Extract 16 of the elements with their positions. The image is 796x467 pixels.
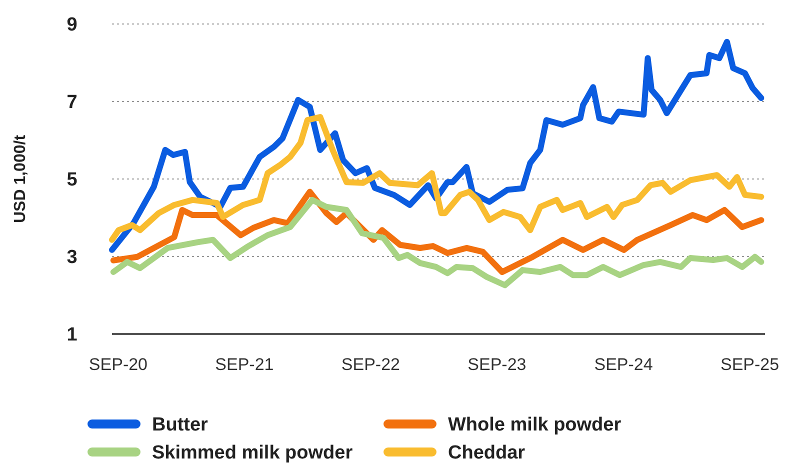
x-tick-label: SEP-23 bbox=[468, 355, 526, 374]
legend-label: Whole milk powder bbox=[448, 414, 622, 436]
x-tick-label: SEP-24 bbox=[594, 355, 653, 374]
legend-label: Skimmed milk powder bbox=[152, 442, 354, 464]
y-tick-label: 1 bbox=[66, 324, 78, 346]
y-axis-title: USD 1,000/t bbox=[12, 134, 29, 224]
x-tick-label: SEP-22 bbox=[341, 355, 400, 374]
x-tick-label: SEP-20 bbox=[88, 355, 148, 374]
x-tick-label: SEP-25 bbox=[720, 355, 780, 374]
legend-label: Cheddar bbox=[448, 442, 526, 464]
x-tick-label: SEP-21 bbox=[215, 355, 274, 374]
y-tick-label: 9 bbox=[66, 14, 78, 36]
y-tick-label: 5 bbox=[66, 170, 78, 191]
y-tick-label: 3 bbox=[66, 247, 78, 268]
legend-label: Butter bbox=[152, 414, 209, 436]
y-tick-label: 7 bbox=[66, 92, 78, 114]
